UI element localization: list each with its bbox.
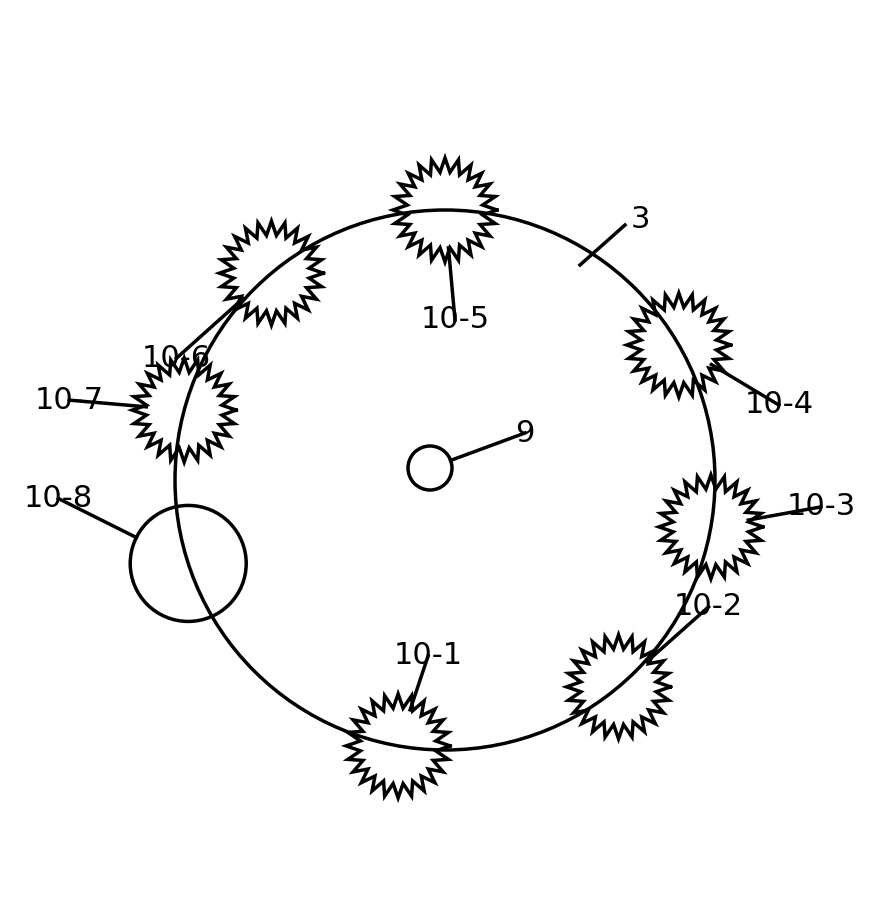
Text: 3: 3 xyxy=(630,206,650,234)
Text: 9: 9 xyxy=(515,419,535,447)
Text: 10-4: 10-4 xyxy=(744,390,813,420)
Text: 10-1: 10-1 xyxy=(393,642,463,670)
Text: 10-2: 10-2 xyxy=(674,592,743,621)
Text: 10-6: 10-6 xyxy=(142,343,211,373)
Text: 10-3: 10-3 xyxy=(786,492,855,521)
Text: 10-8: 10-8 xyxy=(24,484,93,513)
Text: 10-7: 10-7 xyxy=(35,386,104,415)
Text: 10-5: 10-5 xyxy=(420,306,490,334)
